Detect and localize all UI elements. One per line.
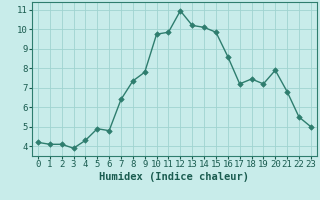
X-axis label: Humidex (Indice chaleur): Humidex (Indice chaleur) (100, 172, 249, 182)
